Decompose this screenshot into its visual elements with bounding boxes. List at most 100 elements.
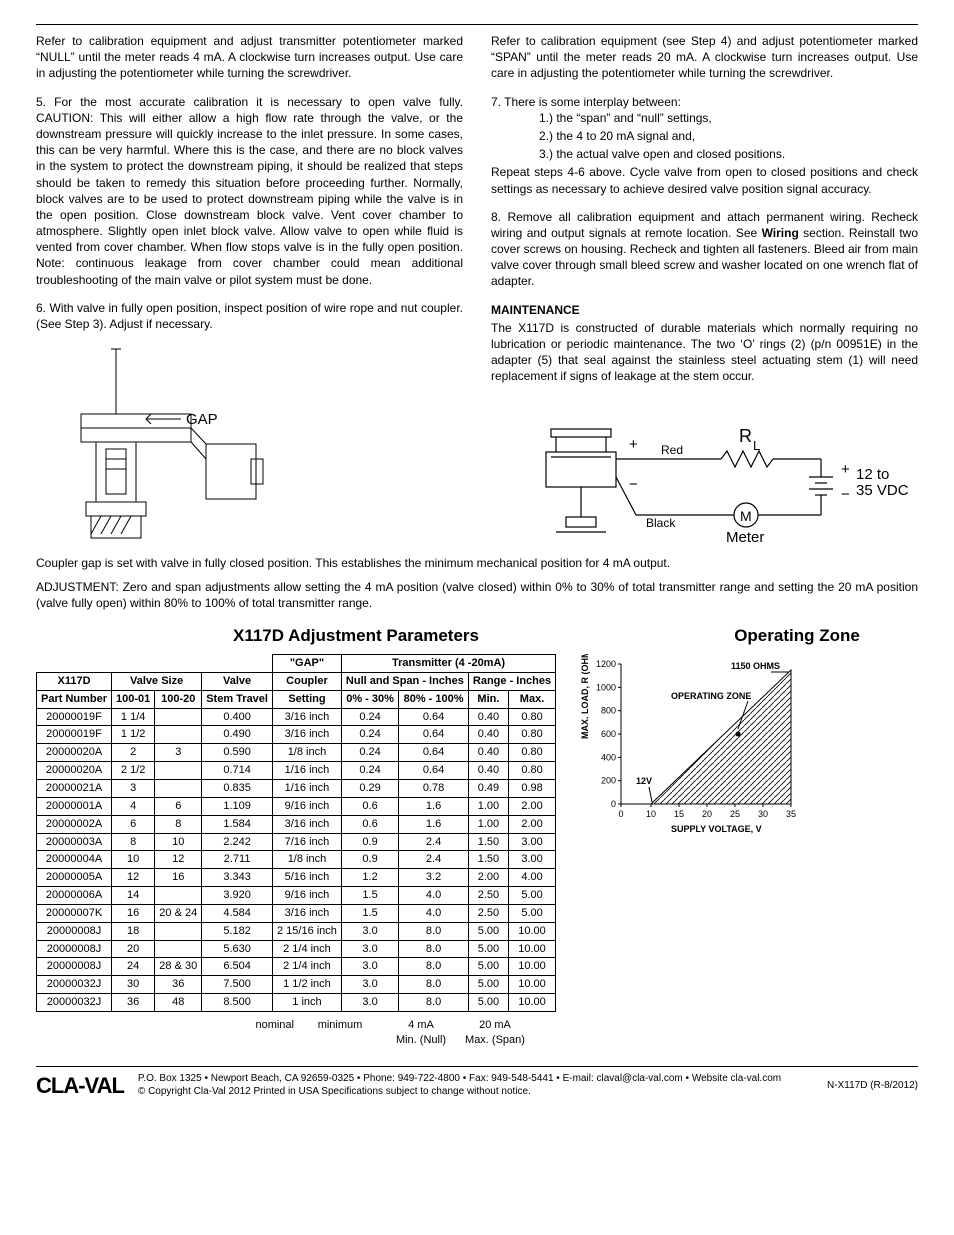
svg-text:35 VDC: 35 VDC	[856, 482, 909, 499]
params-table-wrap: "GAP" Transmitter (4 -20mA) X117D Valve …	[36, 654, 556, 1048]
svg-text:Black: Black	[646, 516, 676, 530]
table-row: 20000008J2428 & 306.5042 1/4 inch3.08.05…	[37, 958, 556, 976]
svg-text:200: 200	[601, 776, 616, 786]
chart-title: Operating Zone	[676, 625, 918, 648]
th-gap: "GAP"	[272, 655, 341, 673]
table-row: 20000032J36488.5001 inch3.08.05.0010.00	[37, 994, 556, 1012]
interplay-intro: 7. There is some interplay between:	[491, 94, 918, 110]
svg-text:20: 20	[702, 809, 712, 819]
fn-maxspan: Max. (Span)	[465, 1034, 525, 1046]
footer-code: N-X117D (R-8/2012)	[827, 1079, 918, 1093]
para-right-4: 8. Remove all calibration equipment and …	[491, 209, 918, 290]
svg-text:15: 15	[674, 809, 684, 819]
th-10020: 100-20	[155, 690, 202, 708]
svg-text:10: 10	[646, 809, 656, 819]
th-nullspan: Null and Span - Inches	[341, 672, 468, 690]
svg-text:35: 35	[786, 809, 796, 819]
th-range: Range - Inches	[468, 672, 555, 690]
table-row: 20000020A2 1/20.7141/16 inch0.240.640.40…	[37, 762, 556, 780]
para-right-1: Refer to calibration equipment (see Step…	[491, 33, 918, 82]
svg-text:25: 25	[730, 809, 740, 819]
footer-line2: © Copyright Cla-Val 2012 Printed in USA …	[138, 1085, 813, 1099]
para-left-3: 6. With valve in fully open position, in…	[36, 300, 463, 332]
svg-text:+: +	[629, 436, 638, 453]
svg-text:−: −	[629, 476, 638, 493]
footer-line1: P.O. Box 1325 • Newport Beach, CA 92659-…	[138, 1072, 813, 1086]
svg-text:600: 600	[601, 729, 616, 739]
svg-text:+: +	[841, 461, 850, 478]
table-row: 20000007K1620 & 244.5843/16 inch1.54.02.…	[37, 904, 556, 922]
wiring-diagram: + − Red Black R L + − 12 to 35 VDC M Met…	[491, 397, 918, 547]
interplay-list: 1.) the “span” and “null” settings, 2.) …	[539, 110, 918, 163]
table-footnotes: nominal minimum 4 mA Min. (Null) 20 mA M…	[36, 1018, 556, 1048]
th-setting: Setting	[272, 690, 341, 708]
th-valve: Valve	[202, 672, 273, 690]
table-row: 20000019F1 1/40.4003/16 inch0.240.640.40…	[37, 708, 556, 726]
th-stem: Stem Travel	[202, 690, 273, 708]
table-row: 20000008J185.1822 15/16 inch3.08.05.0010…	[37, 922, 556, 940]
li-1: 1.) the “span” and “null” settings,	[539, 110, 918, 126]
th-coupler: Coupler	[272, 672, 341, 690]
table-row: 20000021A30.8351/16 inch0.290.780.490.98	[37, 779, 556, 797]
table-row: 20000008J205.6302 1/4 inch3.08.05.0010.0…	[37, 940, 556, 958]
fn-20ma: 20 mA	[479, 1019, 511, 1031]
svg-text:1150 OHMS: 1150 OHMS	[731, 661, 780, 671]
table-row: 20000019F1 1/20.4903/16 inch0.240.640.40…	[37, 726, 556, 744]
svg-text:0: 0	[619, 809, 624, 819]
th-030: 0% - 30%	[341, 690, 398, 708]
li-3: 3.) the actual valve open and closed pos…	[539, 146, 918, 162]
para-right-3: Repeat steps 4-6 above. Cycle valve from…	[491, 164, 918, 196]
table-row: 20000001A461.1099/16 inch0.61.61.002.00	[37, 797, 556, 815]
two-column-text: Refer to calibration equipment and adjus…	[36, 33, 918, 547]
footer-info: P.O. Box 1325 • Newport Beach, CA 92659-…	[138, 1072, 813, 1099]
table-row: 20000020A230.5901/8 inch0.240.640.400.80	[37, 744, 556, 762]
th-80100: 80% - 100%	[399, 690, 469, 708]
th-valve-size: Valve Size	[112, 672, 202, 690]
table-row: 20000002A681.5843/16 inch0.61.61.002.00	[37, 815, 556, 833]
svg-text:R: R	[739, 426, 752, 446]
svg-text:30: 30	[758, 809, 768, 819]
right-column: Refer to calibration equipment (see Step…	[491, 33, 918, 547]
th-max: Max.	[508, 690, 555, 708]
table-row: 20000005A12163.3435/16 inch1.23.22.004.0…	[37, 869, 556, 887]
table-and-chart: "GAP" Transmitter (4 -20mA) X117D Valve …	[36, 654, 918, 1048]
th-transmitter: Transmitter (4 -20mA)	[341, 655, 555, 673]
p4b: Wiring	[762, 226, 799, 240]
svg-text:M: M	[740, 508, 752, 524]
fn-minnull: Min. (Null)	[396, 1034, 446, 1046]
th-x117d: X117D	[37, 672, 112, 690]
maintenance-body: The X117D is constructed of durable mate…	[491, 320, 918, 385]
svg-text:1000: 1000	[596, 682, 616, 692]
svg-text:MAX. LOAD, R (OHMS): MAX. LOAD, R (OHMS)	[580, 654, 590, 739]
table-title: X117D Adjustment Parameters	[36, 625, 676, 648]
maintenance-heading: MAINTENANCE	[491, 302, 918, 318]
gap-label: GAP	[186, 411, 218, 428]
valve-diagram: GAP	[36, 344, 463, 544]
left-column: Refer to calibration equipment and adjus…	[36, 33, 463, 547]
para-left-1: Refer to calibration equipment and adjus…	[36, 33, 463, 82]
li-2: 2.) the 4 to 20 mA signal and,	[539, 128, 918, 144]
th-min: Min.	[468, 690, 508, 708]
section-titles: X117D Adjustment Parameters Operating Zo…	[36, 625, 918, 648]
adjustment-note: ADJUSTMENT: Zero and span adjustments al…	[36, 579, 918, 611]
brand-logo: CLA-VAL	[36, 1071, 124, 1101]
fn-minimum: minimum	[294, 1018, 386, 1048]
svg-text:OPERATING ZONE: OPERATING ZONE	[671, 691, 751, 701]
page-footer: CLA-VAL P.O. Box 1325 • Newport Beach, C…	[36, 1066, 918, 1101]
fn-4ma: 4 mA	[408, 1019, 434, 1031]
svg-text:12V: 12V	[636, 776, 652, 786]
svg-text:SUPPLY VOLTAGE, V: SUPPLY VOLTAGE, V	[671, 824, 762, 834]
svg-text:Red: Red	[661, 443, 683, 457]
table-row: 20000003A8102.2427/16 inch0.92.41.503.00	[37, 833, 556, 851]
svg-text:−: −	[841, 486, 850, 503]
svg-text:400: 400	[601, 752, 616, 762]
coupler-gap-note: Coupler gap is set with valve in fully c…	[36, 555, 918, 571]
top-rule	[36, 24, 918, 25]
svg-text:L: L	[753, 438, 760, 453]
params-table: "GAP" Transmitter (4 -20mA) X117D Valve …	[36, 654, 556, 1012]
svg-text:0: 0	[611, 799, 616, 809]
para-left-2: 5. For the most accurate calibration it …	[36, 94, 463, 288]
svg-text:12 to: 12 to	[856, 466, 889, 483]
th-10001: 100-01	[112, 690, 155, 708]
svg-text:Meter: Meter	[726, 529, 764, 546]
